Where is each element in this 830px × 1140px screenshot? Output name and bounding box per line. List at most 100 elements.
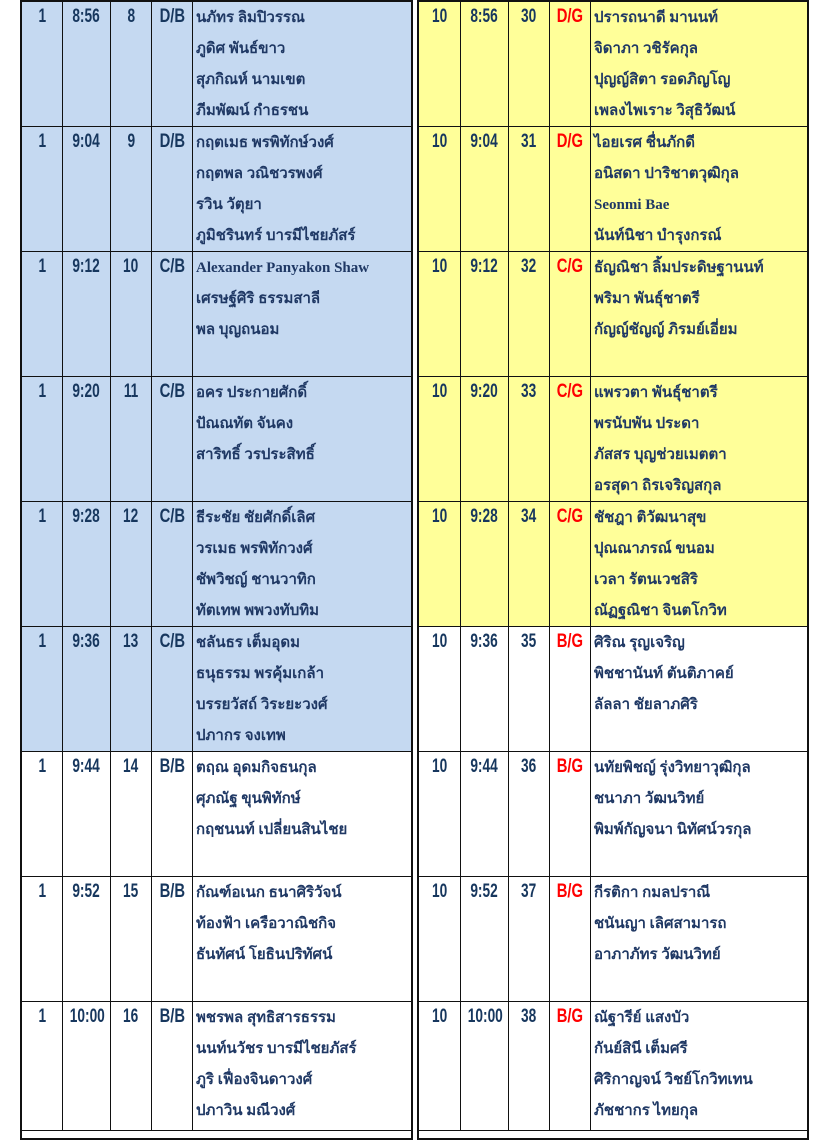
- player-name: ภีมพัฒน์ กำธรชน: [196, 103, 309, 119]
- player-name: ท้องฟ้า เครือวาณิชกิจ: [196, 916, 337, 932]
- left-group-number-cell: 13: [110, 626, 152, 752]
- right-category-code-cell: B/G: [549, 751, 591, 877]
- group-number: 38: [521, 1006, 537, 1027]
- category-code: B/G: [556, 631, 584, 652]
- group-number: 30: [521, 6, 537, 27]
- player-name: ปุณณาภรณ์ ขนอม: [594, 541, 715, 557]
- left-group-number-cell: 14: [110, 751, 152, 877]
- right-tee-number-cell: 10: [418, 751, 461, 877]
- tee-time: 9:20: [72, 381, 101, 402]
- player-name: ชนันญา เลิศสามารถ: [594, 916, 727, 932]
- player-name: กัญญ์ชัญญ์ ภิรมย์เอี่ยม: [594, 322, 738, 338]
- right-players-cell: ปรารถนาดี มานนท์ จิดาภา วชิรัคกุล ปุญญ์สิต…: [590, 1, 808, 127]
- player-name: พล บุญถนอม: [196, 322, 280, 338]
- left-tee-time-cell: 9:12: [62, 251, 111, 377]
- tee-number: 1: [38, 6, 46, 27]
- tee-number: 10: [431, 881, 448, 902]
- category-code: C/B: [159, 506, 185, 527]
- right-category-code-cell: C/G: [549, 251, 591, 377]
- left-category-code-cell: B/B: [151, 1001, 193, 1131]
- right-tee-time-cell: 9:04: [460, 126, 509, 252]
- tee-number: 1: [38, 881, 46, 902]
- category-code: C/B: [159, 256, 185, 277]
- left-tee-number-cell: 1: [21, 751, 63, 877]
- right-category-code-cell: B/G: [549, 876, 591, 1002]
- player-name: กัณฑ์อเนก ธนาศิริวัจน์: [196, 885, 342, 901]
- group-number: 31: [521, 131, 537, 152]
- tee-number: 10: [431, 256, 448, 277]
- right-tee-time-cell: 9:52: [460, 876, 509, 1002]
- right-category-code-cell: C/G: [549, 501, 591, 627]
- right-tee-time-cell: 9:28: [460, 501, 509, 627]
- right-tee-time-cell: 10:00: [460, 1001, 509, 1131]
- category-code: D/G: [556, 131, 584, 152]
- left-tee-number-cell: 1: [21, 501, 63, 627]
- category-code: B/G: [556, 1006, 584, 1027]
- tee-number: 1: [38, 506, 46, 527]
- tee-number: 10: [431, 6, 448, 27]
- player-name: ชลันธร เต็มอุดม: [196, 635, 300, 651]
- left-group-number-cell: 12: [110, 501, 152, 627]
- group-number: 11: [123, 381, 139, 402]
- player-name: Seonmi Bae: [594, 197, 670, 213]
- tee-time: 9:52: [470, 881, 499, 902]
- right-category-code-cell: D/G: [549, 1, 591, 127]
- tee-time: 10:00: [69, 1006, 105, 1027]
- left-group-number-cell: 11: [110, 376, 152, 502]
- right-players-cell: แพรวตา พันธุ์ชาตรี พรนับพัน ประดา ภัสสร บุ…: [590, 376, 808, 502]
- player-name: นันท์นิชา บำรุงกรณ์: [594, 228, 722, 244]
- player-name: ณัฏฐณิชา จินตโกวิท: [594, 603, 727, 619]
- tee-number: 10: [431, 131, 448, 152]
- player-name: ปภากร จงเทพ: [196, 728, 286, 744]
- player-name: ภูริ เฟื่องจินดาวงศ์: [196, 1072, 313, 1088]
- player-name: กีรติกา กมลปราณี: [594, 885, 711, 901]
- left-players-cell: กัณฑ์อเนก ธนาศิริวัจน์ท้องฟ้า เครือวาณิช…: [192, 876, 412, 1002]
- tee-number: 10: [431, 381, 448, 402]
- player-name: ภูดิศ พันธ์ขาว: [196, 41, 286, 57]
- right-players-cell: กีรติกา กมลปราณี ชนันญา เลิศสามารถ อาภาภัท…: [590, 876, 808, 1002]
- tee-time: 9:12: [72, 256, 101, 277]
- player-name: กันย์สินี เต็มศรี: [594, 1041, 688, 1057]
- left-tee-time-cell: 9:36: [62, 626, 111, 752]
- player-name: Alexander Panyakon Shaw: [196, 260, 370, 276]
- category-code: D/B: [159, 6, 185, 27]
- player-name: เพลงไพเราะ วิสุธิวัฒน์: [594, 103, 736, 119]
- tee-number: 1: [38, 381, 46, 402]
- player-name: สาริทธิ์ วรประสิทธิ์: [196, 447, 315, 463]
- left-players-cell: ธีระชัย ชัยศักดิ์เลิศ วรเมธ พรพิทักวงศ์ ชั…: [192, 501, 412, 627]
- player-name: รวิน วัตุยา: [196, 197, 262, 213]
- right-group-number-cell: 37: [508, 876, 550, 1002]
- left-tee-time-cell: 9:44: [62, 751, 111, 877]
- group-number: 13: [123, 631, 139, 652]
- right-tee-number-cell: 10: [418, 501, 461, 627]
- right-tee-time-cell: 9:20: [460, 376, 509, 502]
- right-tee-time-cell: 9:12: [460, 251, 509, 377]
- player-name: พชรพล สุทธิสารธรรม: [196, 1010, 336, 1026]
- tee-number: 1: [38, 1006, 46, 1027]
- left-tee-time-cell: 8:56: [62, 1, 111, 127]
- tee-number: 1: [38, 631, 46, 652]
- tee-time: 10:00: [467, 1006, 503, 1027]
- player-name: อรสุดา ถิรเจริญสกุล: [594, 478, 722, 494]
- player-name: ศิริกาญจน์ วิชย์โกวิทเทน: [594, 1072, 753, 1088]
- left-players-cell: พชรพล สุทธิสารธรรมนนท์นวัชร บารมีไชยภัสร…: [192, 1001, 412, 1131]
- right-tee-number-cell: 10: [418, 1, 461, 127]
- category-code: D/G: [556, 6, 584, 27]
- left-players-cell: Alexander Panyakon Shaw เศรษฐ์ศิริ ธรรมสา…: [192, 251, 412, 377]
- left-group-number-cell: 16: [110, 1001, 152, 1131]
- player-name: ธันทัศน์ โยธินปริทัศน์: [196, 947, 333, 963]
- right-players-cell: นทัยพิชญ์ รุ่งวิทยาวุฒิกุล ชนาภา วัฒนวิทย…: [590, 751, 808, 877]
- right-category-code-cell: B/G: [549, 1001, 591, 1131]
- right-players-cell: ชัชฎา ติวัฒนาสุข ปุณณาภรณ์ ขนอม เวลา รัตนเ…: [590, 501, 808, 627]
- tee-time: 9:12: [470, 256, 499, 277]
- player-name: นนท์นวัชร บารมีไชยภัสร์: [196, 1041, 357, 1057]
- tee-time: 9:04: [72, 131, 101, 152]
- left-category-code-cell: B/B: [151, 876, 193, 1002]
- category-code: C/G: [556, 381, 584, 402]
- player-name: ศุภณัฐ ขุนพิทักษ์: [196, 791, 301, 807]
- left-category-code-cell: C/B: [151, 626, 193, 752]
- group-number: 36: [521, 756, 537, 777]
- group-number: 8: [127, 6, 135, 27]
- group-number: 34: [521, 506, 537, 527]
- category-code: B/G: [556, 881, 584, 902]
